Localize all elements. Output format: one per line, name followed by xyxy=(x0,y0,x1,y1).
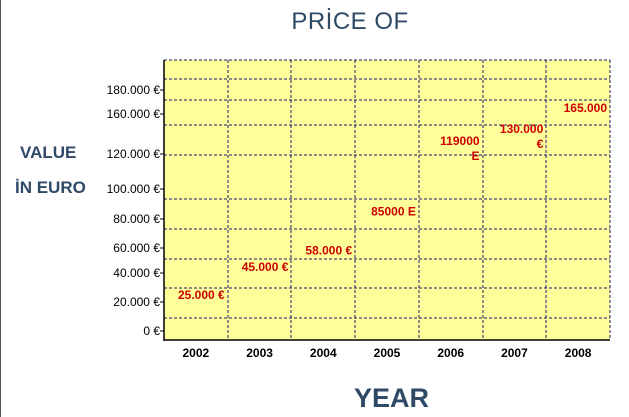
y-tick-label: 80.000 € xyxy=(113,212,160,226)
frame-left-edge xyxy=(0,0,1,417)
x-tick-label: 2004 xyxy=(310,346,337,360)
y-tick-label: 0 € xyxy=(143,324,160,338)
y-tick-label: 60.000 € xyxy=(113,241,160,255)
x-tick-label: 2008 xyxy=(565,346,592,360)
chart-title: PRİCE OF xyxy=(291,8,409,35)
x-tick-label: 2002 xyxy=(183,346,210,360)
y-tick-label: 120.000 € xyxy=(107,147,161,161)
data-label: 165.000 xyxy=(564,101,608,115)
x-tick-label: 2005 xyxy=(374,346,401,360)
plot-background xyxy=(164,60,610,340)
y-tick-label: 160.000 € xyxy=(107,107,161,121)
x-axis-label: YEAR xyxy=(354,383,430,413)
x-tick-label: 2003 xyxy=(246,346,273,360)
data-label: 58.000 € xyxy=(305,244,352,258)
x-tick-label: 2007 xyxy=(501,346,528,360)
y-tick-label: 100.000 € xyxy=(107,182,161,196)
x-tick-label: 2006 xyxy=(437,346,464,360)
y-axis-label-line-1: VALUE xyxy=(20,143,77,162)
data-label: 119000 E xyxy=(440,134,480,163)
y-tick-label: 40.000 € xyxy=(113,266,160,280)
y-axis-label-line-2: İN EURO xyxy=(15,178,86,197)
y-tick-label: 20.000 € xyxy=(113,295,160,309)
data-label: 85000 E xyxy=(371,205,416,219)
y-tick-label: 180.000 € xyxy=(107,83,161,97)
data-label: 45.000 € xyxy=(242,260,289,274)
data-label: 25.000 € xyxy=(178,288,225,302)
data-label: 130.000 € xyxy=(500,122,544,151)
